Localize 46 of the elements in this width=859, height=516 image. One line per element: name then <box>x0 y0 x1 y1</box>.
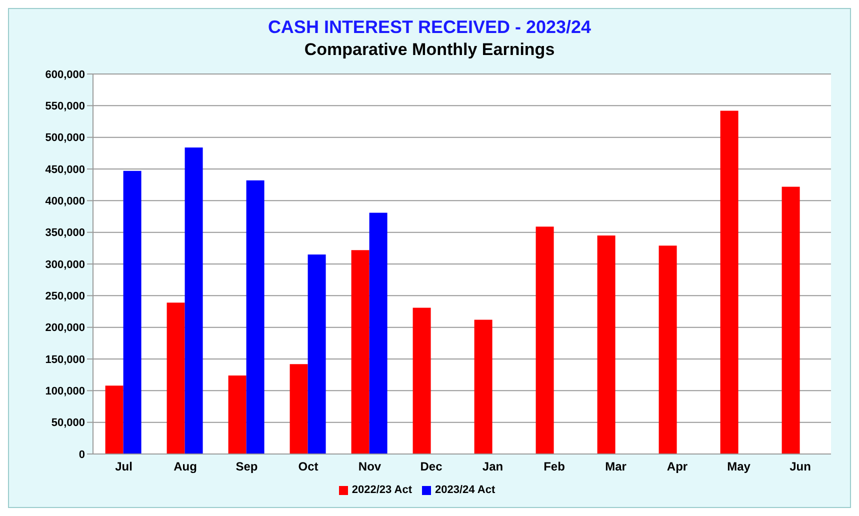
y-tick-label: 600,000 <box>45 68 85 81</box>
x-tick-label: Nov <box>358 460 382 474</box>
bar <box>782 186 800 454</box>
y-tick-label: 250,000 <box>45 290 85 303</box>
legend-label: 2022/23 Act <box>352 484 412 496</box>
legend-label: 2023/24 Act <box>435 484 496 496</box>
y-tick-label: 300,000 <box>45 258 85 271</box>
bar <box>184 147 203 454</box>
x-tick-label: Sep <box>236 460 258 474</box>
bar <box>474 320 492 454</box>
bar <box>369 212 388 454</box>
bar <box>720 110 738 454</box>
x-tick-label: Jun <box>790 460 811 474</box>
bar <box>597 236 616 454</box>
bar <box>166 302 185 454</box>
bar <box>351 250 370 454</box>
bar <box>308 254 326 454</box>
bar <box>228 375 246 454</box>
x-tick-label: Jan <box>482 460 504 474</box>
y-tick-label: 100,000 <box>45 386 85 398</box>
chart-title: CASH INTEREST RECEIVED - 2023/24 <box>266 16 592 38</box>
x-tick-label: May <box>727 460 751 474</box>
bar <box>246 180 264 454</box>
bar <box>105 386 124 454</box>
bar <box>658 246 677 454</box>
y-tick-label: 200,000 <box>45 322 85 334</box>
y-tick-label: 150,000 <box>45 354 85 366</box>
y-tick-label: 350,000 <box>45 227 85 240</box>
bar <box>536 226 554 454</box>
x-tick-label: Oct <box>298 460 318 474</box>
bar <box>290 364 308 454</box>
x-tick-label: Mar <box>605 460 627 474</box>
y-tick-label: 450,000 <box>45 164 85 176</box>
x-tick-label: Jul <box>115 460 132 474</box>
x-tick-label: Apr <box>666 460 688 474</box>
x-tick-label: Aug <box>174 460 197 474</box>
y-tick-label: 500,000 <box>45 132 85 144</box>
chart-subtitle: Comparative Monthly Earnings <box>303 39 556 60</box>
x-tick-label: Feb <box>544 460 565 474</box>
bar <box>412 308 431 454</box>
x-tick-label: Dec <box>420 460 443 474</box>
y-tick-label: 50,000 <box>51 417 85 430</box>
y-tick-label: 550,000 <box>45 100 85 113</box>
y-tick-label: 400,000 <box>45 196 85 208</box>
y-tick-label: 0 <box>78 448 85 461</box>
bar <box>123 170 142 454</box>
